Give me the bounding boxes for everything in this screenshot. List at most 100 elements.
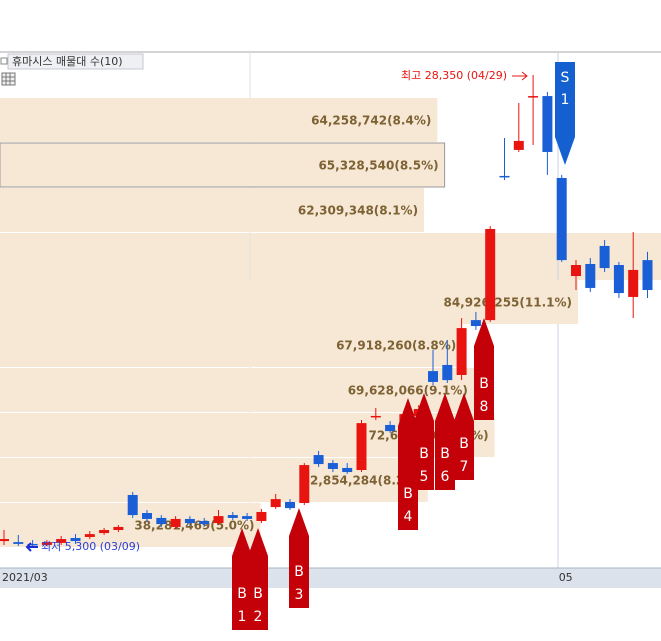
candle-body <box>70 537 81 542</box>
grid-icon[interactable] <box>1 72 16 86</box>
candle-body <box>170 518 181 527</box>
signal-marker <box>289 508 309 608</box>
candle-body <box>485 228 496 321</box>
signal-label: 3 <box>295 587 304 603</box>
signal-label: B <box>459 436 469 452</box>
signal-label: 4 <box>404 509 413 525</box>
candle-body <box>199 521 210 525</box>
signal-label: 1 <box>561 92 570 108</box>
signal-marker <box>454 393 474 480</box>
candle-body <box>0 539 9 542</box>
candle-body <box>370 415 381 418</box>
candle-body <box>613 265 624 294</box>
candle-body <box>270 499 281 508</box>
candle-body <box>585 263 596 288</box>
candle-body <box>385 424 396 432</box>
x-tick-label: 05 <box>559 571 573 584</box>
signal-label: B <box>440 446 450 462</box>
signal-label: B <box>419 446 429 462</box>
volume-label: 69,628,066(9.1%) <box>348 384 468 398</box>
candle-body <box>27 543 38 546</box>
signal-label: B <box>237 586 247 602</box>
high-label: 최고 28,350 (04/29) <box>401 69 507 82</box>
signal-label: B <box>253 586 263 602</box>
candle-body <box>342 467 353 473</box>
candle-body <box>41 542 52 545</box>
signal-marker <box>474 318 494 420</box>
candle-body <box>356 423 367 471</box>
signal-label: 8 <box>480 399 489 415</box>
volume-band <box>0 233 661 280</box>
volume-label: 64,258,742(8.4%) <box>311 114 431 128</box>
candle-body <box>528 96 539 98</box>
signal-label: S <box>561 70 570 86</box>
candle-body <box>442 364 453 381</box>
candle-body <box>56 539 67 543</box>
signal-marker <box>414 393 434 490</box>
volume-bar <box>0 98 438 142</box>
grid-icon-lines <box>2 73 15 85</box>
low-arrow <box>25 542 38 552</box>
candle-body <box>556 177 567 261</box>
signal-label: B <box>403 486 413 502</box>
volume-label: 62,854,284(8.2%) <box>302 474 422 488</box>
candle-body <box>13 542 24 544</box>
signal-marker <box>398 398 418 530</box>
candle-body <box>428 371 438 382</box>
volume-label: 67,918,260(8.8%) <box>336 339 456 353</box>
candle-body <box>99 530 110 534</box>
signal-marker <box>248 528 268 630</box>
volume-label: 62,309,348(8.1%) <box>298 204 418 218</box>
candle-body <box>642 260 653 290</box>
candle-body <box>285 501 295 509</box>
signal-marker <box>435 393 455 490</box>
candle-body <box>242 516 253 519</box>
candle-body <box>470 320 481 327</box>
signal-label: 6 <box>441 469 450 485</box>
signal-marker <box>555 62 575 165</box>
candle-body <box>184 518 195 524</box>
title-box <box>7 53 144 70</box>
volume-label: 65,328,540(8.5%) <box>318 159 438 173</box>
volume-bar <box>0 323 463 367</box>
signal-label: B <box>479 376 489 392</box>
signal-label: 7 <box>460 459 469 475</box>
signal-label: 1 <box>238 609 247 625</box>
volume-bar <box>0 280 578 324</box>
candle-body <box>256 511 267 522</box>
volume-label: 84,926,255(11.1%) <box>443 296 572 310</box>
candle-body <box>456 328 467 375</box>
candle-body <box>142 513 152 519</box>
volume-bar <box>0 458 428 502</box>
signal-label: B <box>294 564 304 580</box>
candle-body <box>499 175 510 178</box>
x-tick-label: 2021/03 <box>2 571 48 584</box>
candle-body <box>628 269 639 297</box>
volume-bar <box>0 142 446 188</box>
signal-label: 2 <box>254 609 263 625</box>
volume-bar <box>0 368 474 412</box>
candle-body <box>227 515 238 518</box>
signal-label: 5 <box>420 469 429 485</box>
candle-body <box>156 517 167 525</box>
candle-body <box>299 465 310 503</box>
candle-body <box>313 455 324 465</box>
title-icon <box>0 57 8 65</box>
chart-title: 휴마시스 매물대 수(10) <box>12 55 123 68</box>
candle-body <box>513 140 524 150</box>
candle-body <box>327 463 338 469</box>
candles <box>0 74 653 548</box>
candle-body <box>213 516 224 524</box>
candle-body <box>127 494 138 516</box>
signal-marker <box>232 528 252 630</box>
low-label: 최저 5,300 (03/09) <box>41 540 140 553</box>
candle-body <box>571 265 581 277</box>
candle-body <box>542 96 553 152</box>
high-arrow <box>512 71 528 81</box>
x-axis-bar <box>0 568 661 588</box>
volume-bar <box>0 188 425 232</box>
candle-body <box>84 534 95 537</box>
